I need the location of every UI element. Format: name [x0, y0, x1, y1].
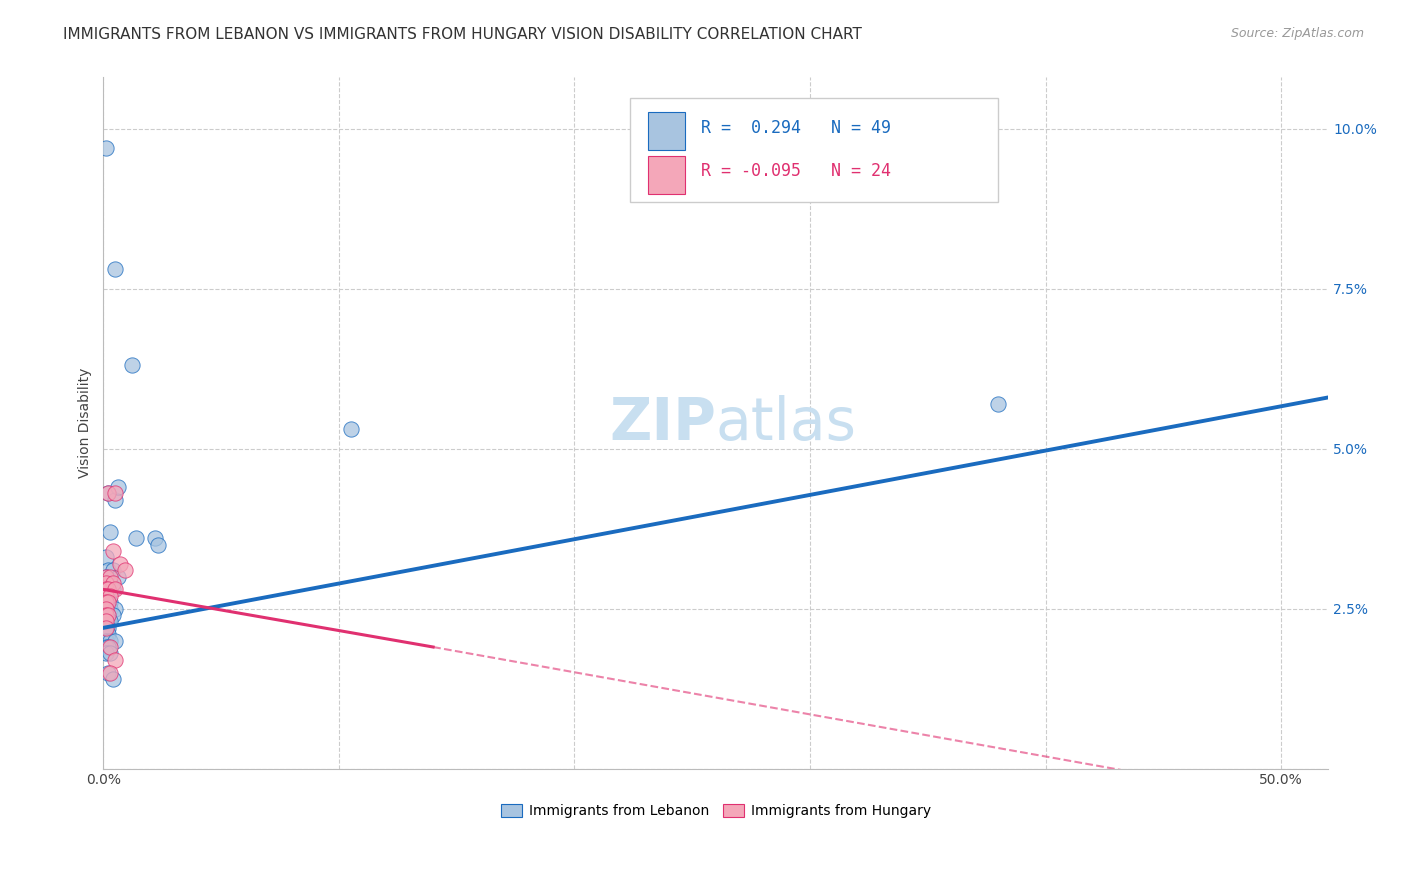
Point	[94, 582, 117, 597]
Y-axis label: Vision Disability: Vision Disability	[79, 368, 93, 478]
Point	[97, 627, 120, 641]
Point	[97, 595, 120, 609]
Point	[108, 557, 131, 571]
Point	[94, 601, 117, 615]
Point	[94, 569, 117, 583]
Point	[94, 569, 117, 583]
Point	[143, 531, 166, 545]
Point	[100, 640, 122, 654]
Point	[100, 615, 122, 629]
Text: R = -0.095   N = 24: R = -0.095 N = 24	[702, 162, 891, 180]
Point	[94, 589, 117, 603]
Point	[97, 607, 120, 622]
Point	[100, 524, 122, 539]
Point	[101, 582, 124, 597]
Point	[94, 615, 117, 629]
Point	[97, 486, 120, 500]
Point	[125, 531, 148, 545]
FancyBboxPatch shape	[630, 98, 997, 202]
Point	[94, 633, 117, 648]
Point	[97, 601, 120, 615]
Text: R =  0.294   N = 49: R = 0.294 N = 49	[702, 119, 891, 136]
Point	[94, 647, 117, 661]
Point	[114, 563, 136, 577]
Point	[107, 569, 129, 583]
Point	[97, 621, 120, 635]
Point	[94, 589, 117, 603]
Point	[97, 589, 120, 603]
Point	[94, 621, 117, 635]
Point	[97, 563, 120, 577]
Point	[104, 486, 127, 500]
Point	[101, 672, 124, 686]
Text: ZIP: ZIP	[609, 394, 716, 451]
Point	[104, 582, 127, 597]
Point	[101, 544, 124, 558]
Point	[101, 576, 124, 591]
Point	[100, 576, 122, 591]
Text: IMMIGRANTS FROM LEBANON VS IMMIGRANTS FROM HUNGARY VISION DISABILITY CORRELATION: IMMIGRANTS FROM LEBANON VS IMMIGRANTS FR…	[63, 27, 862, 42]
Point	[97, 665, 120, 680]
Point	[100, 601, 122, 615]
Point	[104, 262, 127, 277]
Bar	[648, 112, 685, 150]
Point	[107, 480, 129, 494]
Text: atlas: atlas	[716, 394, 856, 451]
Point	[97, 615, 120, 629]
Point	[94, 640, 117, 654]
Point	[94, 550, 117, 565]
Point	[94, 582, 117, 597]
Point	[100, 647, 122, 661]
Point	[94, 595, 117, 609]
Point	[94, 601, 117, 615]
Point	[94, 595, 117, 609]
Point	[97, 595, 120, 609]
Point	[100, 633, 122, 648]
Point	[104, 601, 127, 615]
Point	[94, 576, 117, 591]
Point	[94, 607, 117, 622]
Point	[100, 569, 122, 583]
Point	[97, 582, 120, 597]
Text: Source: ZipAtlas.com: Source: ZipAtlas.com	[1230, 27, 1364, 40]
Point	[987, 397, 1010, 411]
Point	[97, 607, 120, 622]
Point	[100, 589, 122, 603]
Point	[97, 640, 120, 654]
Point	[101, 563, 124, 577]
Point	[121, 359, 143, 373]
Point	[94, 576, 117, 591]
Point	[94, 621, 117, 635]
Point	[94, 141, 117, 155]
Point	[94, 615, 117, 629]
Point	[101, 607, 124, 622]
Point	[339, 422, 361, 436]
Point	[104, 492, 127, 507]
Point	[146, 538, 169, 552]
Bar	[648, 155, 685, 194]
Point	[100, 665, 122, 680]
Point	[100, 595, 122, 609]
Point	[104, 633, 127, 648]
Point	[94, 627, 117, 641]
Point	[94, 607, 117, 622]
Legend: Immigrants from Lebanon, Immigrants from Hungary: Immigrants from Lebanon, Immigrants from…	[495, 798, 936, 824]
Point	[97, 486, 120, 500]
Point	[104, 653, 127, 667]
Point	[97, 582, 120, 597]
